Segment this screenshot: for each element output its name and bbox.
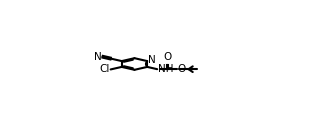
Text: O: O	[178, 64, 186, 74]
Text: N: N	[148, 55, 156, 65]
Text: NH: NH	[158, 64, 173, 74]
Text: O: O	[163, 52, 172, 62]
Text: Cl: Cl	[100, 64, 110, 74]
Text: N: N	[94, 52, 102, 62]
